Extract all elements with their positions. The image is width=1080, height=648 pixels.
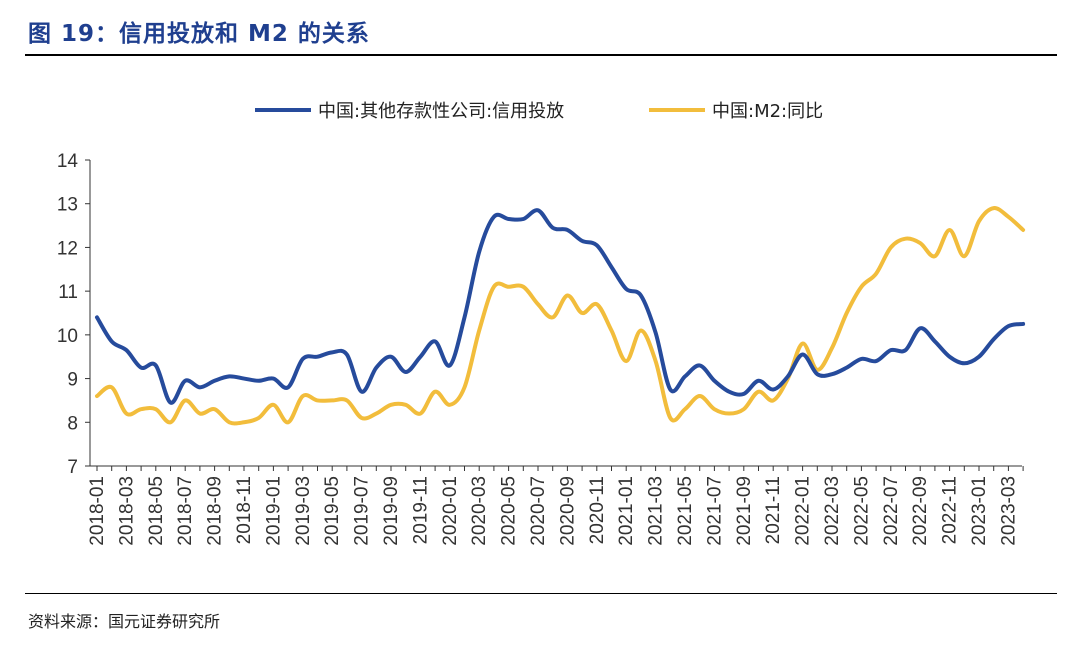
x-tick-label: 2019-05 — [322, 476, 343, 546]
y-tick-label: 7 — [67, 457, 78, 478]
figure-title: 图 19：信用投放和 M2 的关系 — [28, 21, 370, 47]
series-line-credit — [95, 208, 1026, 405]
x-tick-label: 2022-03 — [822, 476, 843, 546]
y-tick-label: 8 — [67, 413, 78, 434]
x-tick-label: 2021-09 — [734, 476, 755, 546]
x-tick-label: 2019-07 — [352, 476, 373, 546]
line-chart: 7 8 9 10 11 12 13 14 2018-01 2018-03 2018-05 2018-0… — [57, 101, 1026, 546]
x-tick-label: 2020-09 — [557, 476, 578, 546]
x-tick-label: 2023-03 — [998, 476, 1019, 546]
x-tick-label: 2020-07 — [528, 476, 549, 546]
y-tick-label: 14 — [57, 151, 79, 172]
legend-label: 中国:M2:同比 — [712, 101, 823, 122]
x-tick-label: 2018-11 — [234, 476, 255, 544]
x-tick-label: 2023-01 — [969, 476, 990, 546]
x-tick-label: 2022-01 — [793, 476, 814, 546]
x-tick-label: 2018-07 — [175, 476, 196, 546]
x-tick-label: 2020-11 — [587, 476, 608, 544]
x-tick-label: 2019-11 — [410, 476, 431, 544]
bottom-rule — [25, 593, 1057, 594]
x-tick-label: 2019-09 — [381, 476, 402, 546]
source-value: 国元证券研究所 — [108, 612, 221, 631]
x-tick-label: 2018-03 — [116, 476, 137, 546]
x-tick-label: 2020-05 — [499, 476, 520, 546]
y-tick-label: 13 — [57, 195, 78, 216]
top-rule — [25, 54, 1057, 56]
x-tick-label: 2020-03 — [469, 476, 490, 546]
y-tick-label: 9 — [67, 370, 78, 391]
x-tick-label: 2021-07 — [704, 476, 725, 546]
x-tick-label: 2019-01 — [263, 476, 284, 546]
legend-label: 中国:其他存款性公司:信用投放 — [318, 101, 564, 122]
x-tick-label: 2018-05 — [146, 476, 167, 546]
x-tick-label: 2021-11 — [763, 476, 784, 544]
x-tick-label: 2022-05 — [851, 476, 872, 546]
x-tick-label: 2022-07 — [881, 476, 902, 546]
x-tick-label: 2019-03 — [293, 476, 314, 546]
x-tick-label: 2021-01 — [616, 476, 637, 546]
series-line-m2 — [95, 206, 1026, 426]
source-label: 资料来源： — [28, 612, 109, 631]
x-tick-label: 2018-01 — [87, 476, 108, 546]
x-tick-label: 2021-03 — [646, 476, 667, 546]
y-tick-label: 10 — [57, 326, 78, 347]
x-tick-label: 2018-09 — [205, 476, 226, 546]
x-tick-label: 2021-05 — [675, 476, 696, 546]
y-tick-label: 11 — [58, 282, 78, 303]
x-tick-label: 2022-11 — [940, 476, 961, 544]
source-note: 资料来源：国元证券研究所 — [28, 608, 220, 632]
y-tick-label: 12 — [57, 238, 78, 259]
x-tick-label: 2022-09 — [910, 476, 931, 546]
x-tick-label: 2020-01 — [440, 476, 461, 546]
